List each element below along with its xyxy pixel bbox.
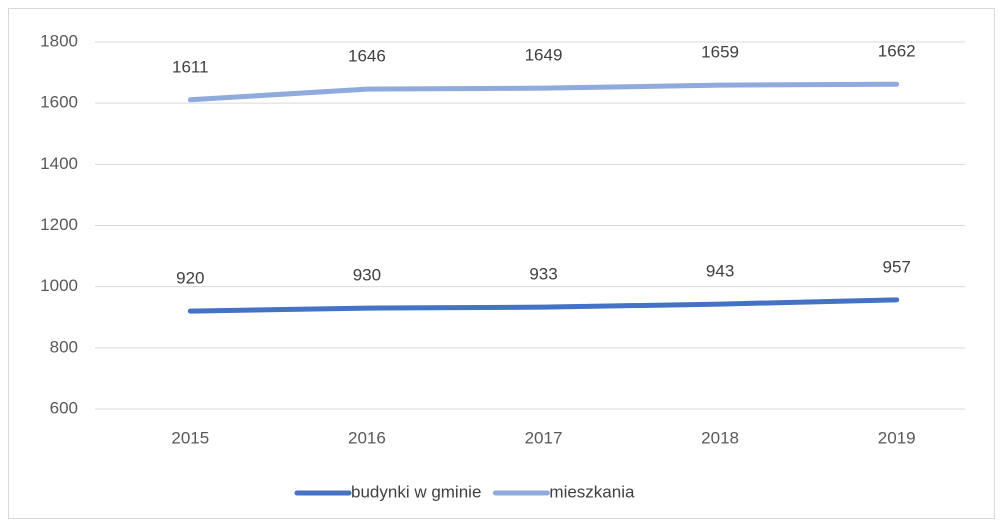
y-tick-label: 800 — [50, 337, 78, 356]
y-tick-label: 600 — [50, 398, 78, 417]
chart-border — [8, 8, 995, 519]
x-tick-label: 2015 — [171, 428, 209, 447]
data-label: 957 — [883, 257, 911, 276]
legend-label: mieszkania — [549, 482, 635, 501]
y-tick-label: 1200 — [40, 215, 78, 234]
x-tick-label: 2016 — [348, 428, 386, 447]
y-tick-label: 1400 — [40, 154, 78, 173]
data-label: 920 — [176, 269, 204, 288]
x-tick-label: 2018 — [701, 428, 739, 447]
data-label: 933 — [529, 265, 557, 284]
x-tick-label: 2019 — [878, 428, 916, 447]
y-tick-label: 1600 — [40, 93, 78, 112]
data-label: 1646 — [348, 47, 386, 66]
x-tick-label: 2017 — [525, 428, 563, 447]
data-label: 943 — [706, 262, 734, 281]
data-label: 1611 — [172, 57, 209, 76]
series-line — [187, 297, 900, 314]
data-label: 930 — [353, 266, 381, 285]
y-tick-label: 1800 — [40, 31, 78, 50]
data-label: 1662 — [878, 42, 916, 61]
data-label: 1649 — [525, 46, 563, 65]
y-tick-label: 1000 — [40, 276, 78, 295]
series-line — [187, 81, 900, 103]
legend-label: budynki w gminie — [351, 482, 481, 501]
data-label: 1659 — [701, 43, 739, 62]
